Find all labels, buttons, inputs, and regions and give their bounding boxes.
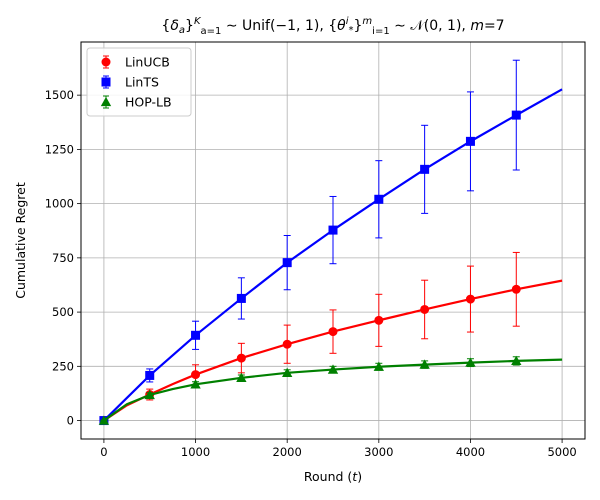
grid bbox=[81, 42, 585, 439]
x-tick-label: 3000 bbox=[364, 445, 393, 459]
y-tick-label: 1250 bbox=[45, 142, 74, 156]
legend-label: LinTS bbox=[125, 75, 159, 90]
x-axis-label: Round (t) bbox=[304, 469, 362, 484]
x-tick-label: 2000 bbox=[273, 445, 302, 459]
legend-marker bbox=[101, 77, 111, 87]
legend-marker bbox=[100, 96, 112, 107]
data-point bbox=[511, 110, 521, 120]
chart-title: {δa}Ka=1 ∼ Unif(−1, 1), {θi*}mi=1 ∼ 𝒩(0,… bbox=[161, 16, 504, 37]
data-point bbox=[374, 315, 384, 325]
legend-marker bbox=[101, 57, 111, 67]
data-point bbox=[420, 164, 430, 174]
data-point bbox=[465, 357, 476, 367]
data-point bbox=[190, 379, 201, 389]
data-point bbox=[465, 294, 475, 304]
y-tick-label: 1000 bbox=[45, 197, 74, 211]
data-point bbox=[282, 339, 292, 349]
x-tick-label: 5000 bbox=[547, 445, 576, 459]
y-tick-label: 750 bbox=[52, 251, 74, 265]
y-tick-label: 250 bbox=[52, 359, 74, 373]
y-tick-label: 0 bbox=[67, 414, 74, 428]
series-linucb bbox=[99, 251, 563, 426]
data-point bbox=[374, 194, 384, 204]
data-point bbox=[236, 353, 246, 363]
legend-label: HOP-LB bbox=[125, 95, 172, 110]
data-point bbox=[327, 364, 339, 374]
x-tick-label: 1000 bbox=[181, 445, 210, 459]
x-tick-label: 0 bbox=[100, 445, 107, 459]
data-point bbox=[465, 136, 475, 146]
data-point bbox=[191, 370, 201, 380]
data-point bbox=[511, 284, 521, 294]
data-point bbox=[419, 359, 430, 369]
data-point bbox=[420, 304, 430, 314]
data-point bbox=[328, 225, 338, 235]
legend-label: LinUCB bbox=[125, 55, 170, 70]
data-point bbox=[145, 370, 155, 380]
y-axis-label: Cumulative Regret bbox=[13, 182, 28, 299]
y-tick-label: 500 bbox=[52, 305, 74, 319]
y-tick-label: 1500 bbox=[45, 88, 74, 102]
series-hop-lb bbox=[98, 355, 563, 425]
ticks: 0 1000 2000 3000 4000 5000 0 250 500 750 1000 1250 1… bbox=[45, 88, 577, 459]
data-point bbox=[98, 415, 110, 425]
plot-frame bbox=[80, 41, 586, 440]
data-point bbox=[328, 327, 338, 337]
series-layer bbox=[98, 59, 563, 426]
data-point bbox=[282, 367, 293, 377]
data-point bbox=[236, 293, 246, 303]
legend-box bbox=[86, 47, 192, 117]
legend: LinUCB LinTS HOP-LB bbox=[86, 47, 192, 117]
data-point bbox=[373, 361, 384, 371]
data-point bbox=[144, 389, 155, 400]
data-point bbox=[282, 258, 292, 268]
data-point bbox=[191, 330, 201, 340]
data-point bbox=[236, 372, 247, 382]
x-tick-label: 4000 bbox=[456, 445, 485, 459]
data-point bbox=[511, 355, 522, 366]
